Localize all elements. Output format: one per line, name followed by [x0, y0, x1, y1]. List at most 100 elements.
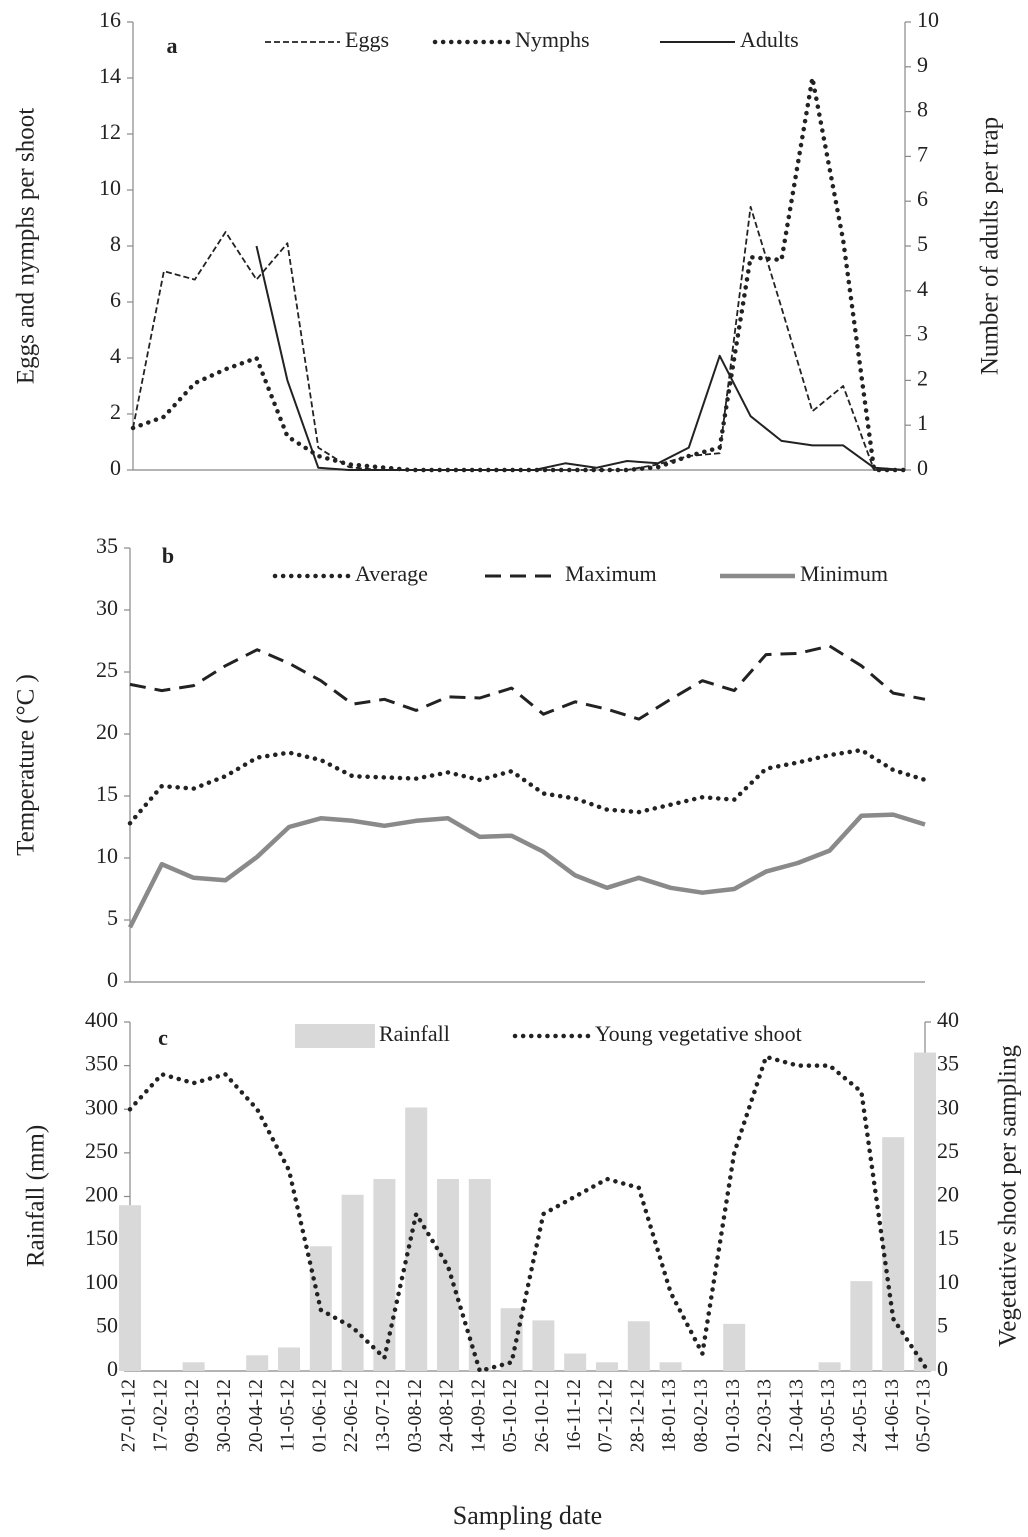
series-line — [129, 644, 926, 721]
x-tick-label: 18-01-13 — [658, 1379, 680, 1452]
y-tick-label: 50 — [96, 1312, 118, 1337]
bar — [882, 1137, 905, 1371]
y2-tick-label: 10 — [917, 7, 939, 32]
series-line — [130, 75, 908, 473]
y2-tick-label: 0 — [917, 455, 928, 480]
x-tick-label: 07-12-12 — [595, 1379, 617, 1452]
legend-label: Nymphs — [515, 27, 590, 52]
bar — [468, 1179, 491, 1371]
x-tick-label: 05-07-13 — [913, 1379, 935, 1452]
x-tick-label: 14-06-13 — [881, 1379, 903, 1452]
y-tick-label: 10 — [96, 843, 118, 868]
y-tick-label: 30 — [96, 595, 118, 620]
x-tick-label: 01-03-13 — [722, 1379, 744, 1452]
x-tick-label: 13-07-12 — [372, 1379, 394, 1452]
y-tick-label: 150 — [85, 1225, 118, 1250]
y2-tick-label: 40 — [937, 1007, 959, 1032]
y2-tick-label: 0 — [937, 1356, 948, 1381]
x-axis-title: Sampling date — [453, 1501, 602, 1530]
series-line — [132, 205, 905, 471]
bar — [659, 1362, 682, 1371]
legend-label: Average — [355, 561, 428, 586]
y2-tick-label: 4 — [917, 276, 928, 301]
panel-label: b — [162, 543, 174, 568]
x-tick-label: 20-04-12 — [245, 1379, 267, 1452]
y-tick-label: 20 — [96, 719, 118, 744]
legend-label: Minimum — [800, 561, 888, 586]
y2-axis-title: Number of adults per trap — [977, 117, 1004, 375]
x-tick-label: 24-08-12 — [436, 1379, 458, 1452]
y-tick-label: 12 — [99, 119, 121, 144]
bar — [437, 1179, 459, 1371]
y2-tick-label: 6 — [917, 186, 928, 211]
bar — [564, 1353, 587, 1371]
x-tick-label: 28-12-12 — [626, 1379, 648, 1452]
x-tick-label: 03-08-12 — [404, 1379, 426, 1452]
y2-tick-label: 8 — [917, 97, 928, 122]
y-tick-label: 0 — [107, 1356, 118, 1381]
y-tick-label: 250 — [85, 1138, 118, 1163]
x-tick-label: 09-03-12 — [181, 1379, 203, 1452]
y-axis-title: Temperature (°C ) — [13, 674, 40, 856]
bar — [627, 1321, 650, 1371]
bar — [596, 1362, 618, 1371]
x-tick-label: 11-05-12 — [277, 1379, 299, 1452]
y-tick-label: 300 — [85, 1094, 118, 1119]
y-tick-label: 8 — [110, 231, 121, 256]
bar — [914, 1052, 936, 1371]
x-tick-label: 24-05-13 — [849, 1379, 871, 1452]
bar — [405, 1107, 428, 1371]
legend-label: Rainfall — [379, 1021, 450, 1046]
panel-label: c — [158, 1025, 168, 1050]
y2-tick-label: 30 — [937, 1094, 959, 1119]
y-axis-title: Eggs and nymphs per shoot — [13, 108, 40, 384]
legend-swatch — [295, 1024, 375, 1048]
series-line — [127, 1054, 928, 1374]
bar — [850, 1281, 873, 1371]
y2-tick-label: 15 — [937, 1225, 959, 1250]
bar — [532, 1320, 555, 1371]
y2-tick-label: 5 — [917, 231, 928, 256]
legend-label: Young vegetative shoot — [595, 1021, 802, 1046]
y-axis-title: Rainfall (mm) — [23, 1125, 50, 1267]
legend-label: Adults — [740, 27, 799, 52]
y-tick-label: 5 — [107, 905, 118, 930]
y-tick-label: 100 — [85, 1269, 118, 1294]
y-tick-label: 10 — [99, 175, 121, 200]
x-tick-label: 03-05-13 — [817, 1379, 839, 1452]
x-tick-label: 16-11-12 — [563, 1379, 585, 1452]
y-tick-label: 15 — [96, 781, 118, 806]
y-tick-label: 4 — [110, 343, 121, 368]
legend-label: Maximum — [565, 561, 657, 586]
y2-tick-label: 1 — [917, 410, 928, 435]
x-tick-label: 17-02-12 — [149, 1379, 171, 1452]
y-tick-label: 6 — [110, 287, 121, 312]
x-tick-label: 27-01-12 — [118, 1379, 140, 1452]
x-tick-label: 22-06-12 — [340, 1379, 362, 1452]
y-tick-label: 0 — [110, 455, 121, 480]
y-tick-label: 16 — [99, 7, 121, 32]
x-tick-label: 30-03-12 — [213, 1379, 235, 1452]
y2-tick-label: 9 — [917, 52, 928, 77]
y2-tick-label: 25 — [937, 1138, 959, 1163]
y-tick-label: 200 — [85, 1182, 118, 1207]
bar — [500, 1308, 523, 1371]
series-line — [255, 245, 906, 471]
x-tick-label: 12-04-13 — [785, 1379, 807, 1452]
y2-tick-label: 20 — [937, 1182, 959, 1207]
panel-label: a — [167, 33, 178, 58]
y-tick-label: 0 — [107, 967, 118, 992]
y2-axis-title: Vegetative shoot per sampling — [995, 1044, 1022, 1347]
x-tick-label: 26-10-12 — [531, 1379, 553, 1452]
x-tick-label: 22-03-13 — [754, 1379, 776, 1452]
y-tick-label: 14 — [99, 63, 121, 88]
x-tick-label: 01-06-12 — [308, 1379, 330, 1452]
y2-tick-label: 2 — [917, 365, 928, 390]
series-line — [127, 812, 926, 929]
y-tick-label: 35 — [96, 533, 118, 558]
y2-tick-label: 10 — [937, 1269, 959, 1294]
y2-tick-label: 5 — [937, 1312, 948, 1337]
y-tick-label: 2 — [110, 399, 121, 424]
series-line — [127, 747, 928, 826]
